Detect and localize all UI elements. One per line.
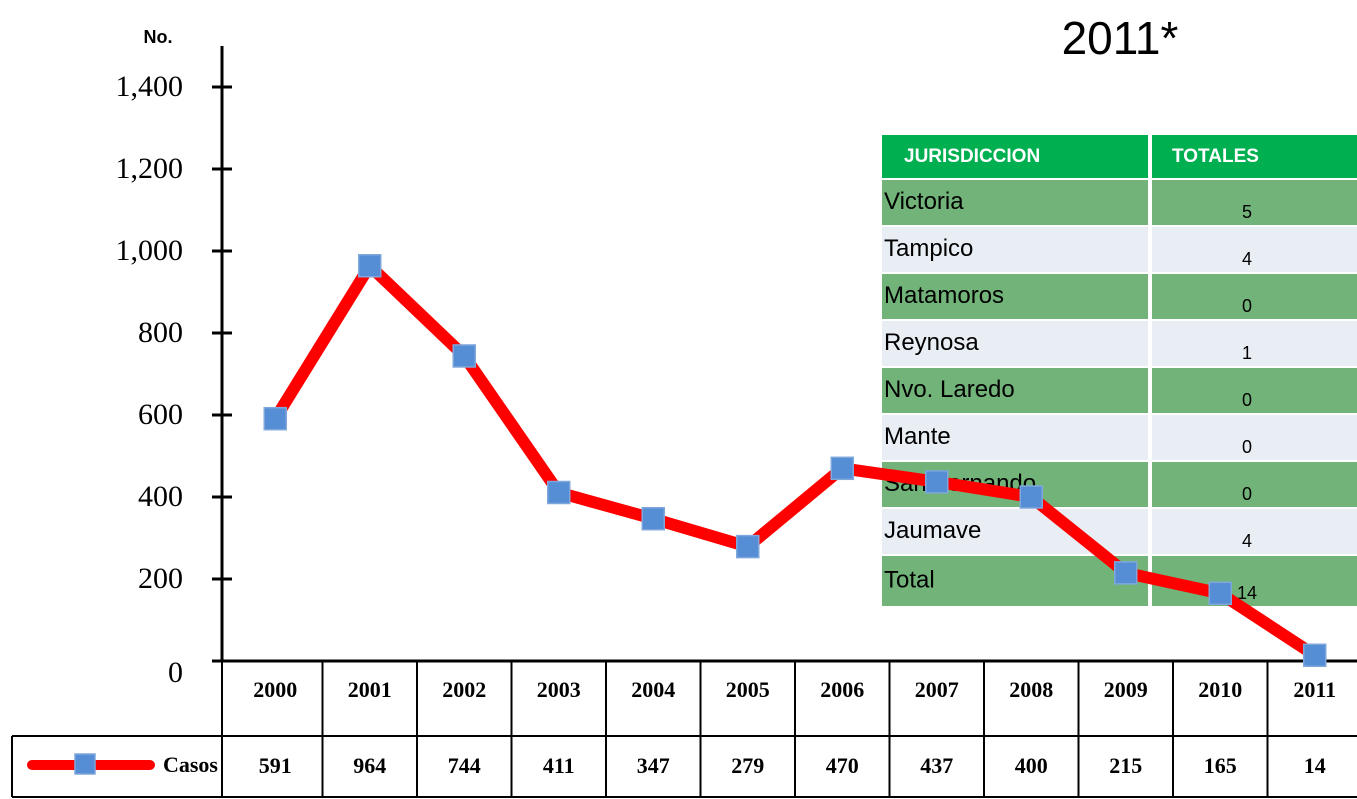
table-value: 964 xyxy=(353,753,386,778)
table-cell xyxy=(882,509,1148,554)
chart-title: 2011* xyxy=(1062,12,1179,64)
x-tick-label: 2001 xyxy=(348,677,392,702)
table-row-value: 0 xyxy=(1242,296,1252,316)
table-row-label: Nvo. Laredo xyxy=(884,376,1015,403)
data-point xyxy=(830,456,854,481)
table-row-label: Victoria xyxy=(884,188,964,215)
table-row-label: Matamoros xyxy=(884,282,1004,309)
table-row-label: Total xyxy=(884,566,935,593)
table-row-value: 0 xyxy=(1242,437,1252,457)
series-line xyxy=(270,259,1319,661)
y-tick-label: 1,000 xyxy=(116,234,184,267)
table-row-label: Jaumave xyxy=(884,517,981,544)
data-point xyxy=(358,254,382,278)
table-row-value: 5 xyxy=(1242,202,1252,222)
table-value: 744 xyxy=(448,753,481,778)
x-tick-label: 2000 xyxy=(253,677,297,702)
table-cell xyxy=(1152,368,1357,413)
table-value: 591 xyxy=(259,753,292,778)
data-point xyxy=(547,480,571,505)
table-row-value: 1 xyxy=(1242,343,1252,363)
y-tick-label: 1,400 xyxy=(116,70,184,103)
table-cell xyxy=(882,556,1148,606)
data-point xyxy=(1303,643,1327,668)
table-cell xyxy=(882,368,1148,413)
table-row-label: Mante xyxy=(884,423,951,450)
table-value: 411 xyxy=(543,753,575,778)
data-point xyxy=(1019,485,1043,509)
x-tick-label: 2008 xyxy=(1009,677,1053,702)
table-cell xyxy=(882,180,1148,225)
table-cell xyxy=(882,227,1148,272)
y-tick-label: 800 xyxy=(138,316,183,349)
table-cell xyxy=(1152,274,1357,319)
table-row-label: Tampico xyxy=(884,235,973,262)
data-point xyxy=(1208,581,1232,606)
y-axis-label: No. xyxy=(144,27,173,47)
table-cell xyxy=(1152,462,1357,507)
table-value: 400 xyxy=(1015,753,1048,778)
table-cell xyxy=(882,415,1148,460)
legend-marker xyxy=(74,753,96,775)
table-row-value: 0 xyxy=(1242,484,1252,504)
x-tick-label: 2011 xyxy=(1293,677,1336,702)
y-tick-label: 600 xyxy=(138,398,183,431)
x-tick-label: 2010 xyxy=(1198,677,1242,702)
data-point xyxy=(925,470,949,494)
data-point xyxy=(452,344,476,368)
table-cell xyxy=(1152,415,1357,460)
table-value: 215 xyxy=(1109,753,1142,778)
table-header: TOTALES xyxy=(1172,146,1259,167)
y-tick-label: 1,200 xyxy=(116,152,184,185)
table-value: 437 xyxy=(920,753,953,778)
x-tick-label: 2005 xyxy=(726,677,770,702)
data-point xyxy=(641,506,665,531)
y-tick-label: 200 xyxy=(138,562,183,595)
data-point xyxy=(736,534,760,559)
table-header-cell xyxy=(1152,135,1357,178)
legend-label: Casos xyxy=(163,752,218,777)
x-tick-label: 2007 xyxy=(915,677,959,702)
table-header-cell xyxy=(882,135,1148,178)
table-value: 165 xyxy=(1204,753,1237,778)
table-row-label: Reynosa xyxy=(884,329,979,356)
x-tick-label: 2006 xyxy=(820,677,864,702)
table-cell xyxy=(1152,321,1357,366)
table-cell xyxy=(1152,227,1357,272)
table-cell xyxy=(882,321,1148,366)
table-row-value: 0 xyxy=(1242,390,1252,410)
table-cell xyxy=(1152,180,1357,225)
x-tick-label: 2002 xyxy=(442,677,486,702)
table-header: JURISDICCION xyxy=(904,146,1040,167)
x-tick-label: 2003 xyxy=(537,677,581,702)
table-row-value: 4 xyxy=(1242,249,1252,269)
table-value: 347 xyxy=(637,753,670,778)
data-point xyxy=(263,406,287,431)
table-row-value: 4 xyxy=(1242,531,1252,551)
x-tick-label: 2004 xyxy=(631,677,675,702)
data-point xyxy=(1114,561,1138,585)
y-tick-label: 0 xyxy=(168,656,183,689)
table-value: 279 xyxy=(731,753,764,778)
table-value: 470 xyxy=(826,753,859,778)
x-tick-label: 2009 xyxy=(1104,677,1148,702)
y-tick-label: 400 xyxy=(138,480,183,513)
table-row-value: 14 xyxy=(1237,583,1257,603)
table-cell xyxy=(882,274,1148,319)
table-value: 14 xyxy=(1304,753,1326,778)
table-cell xyxy=(1152,509,1357,554)
